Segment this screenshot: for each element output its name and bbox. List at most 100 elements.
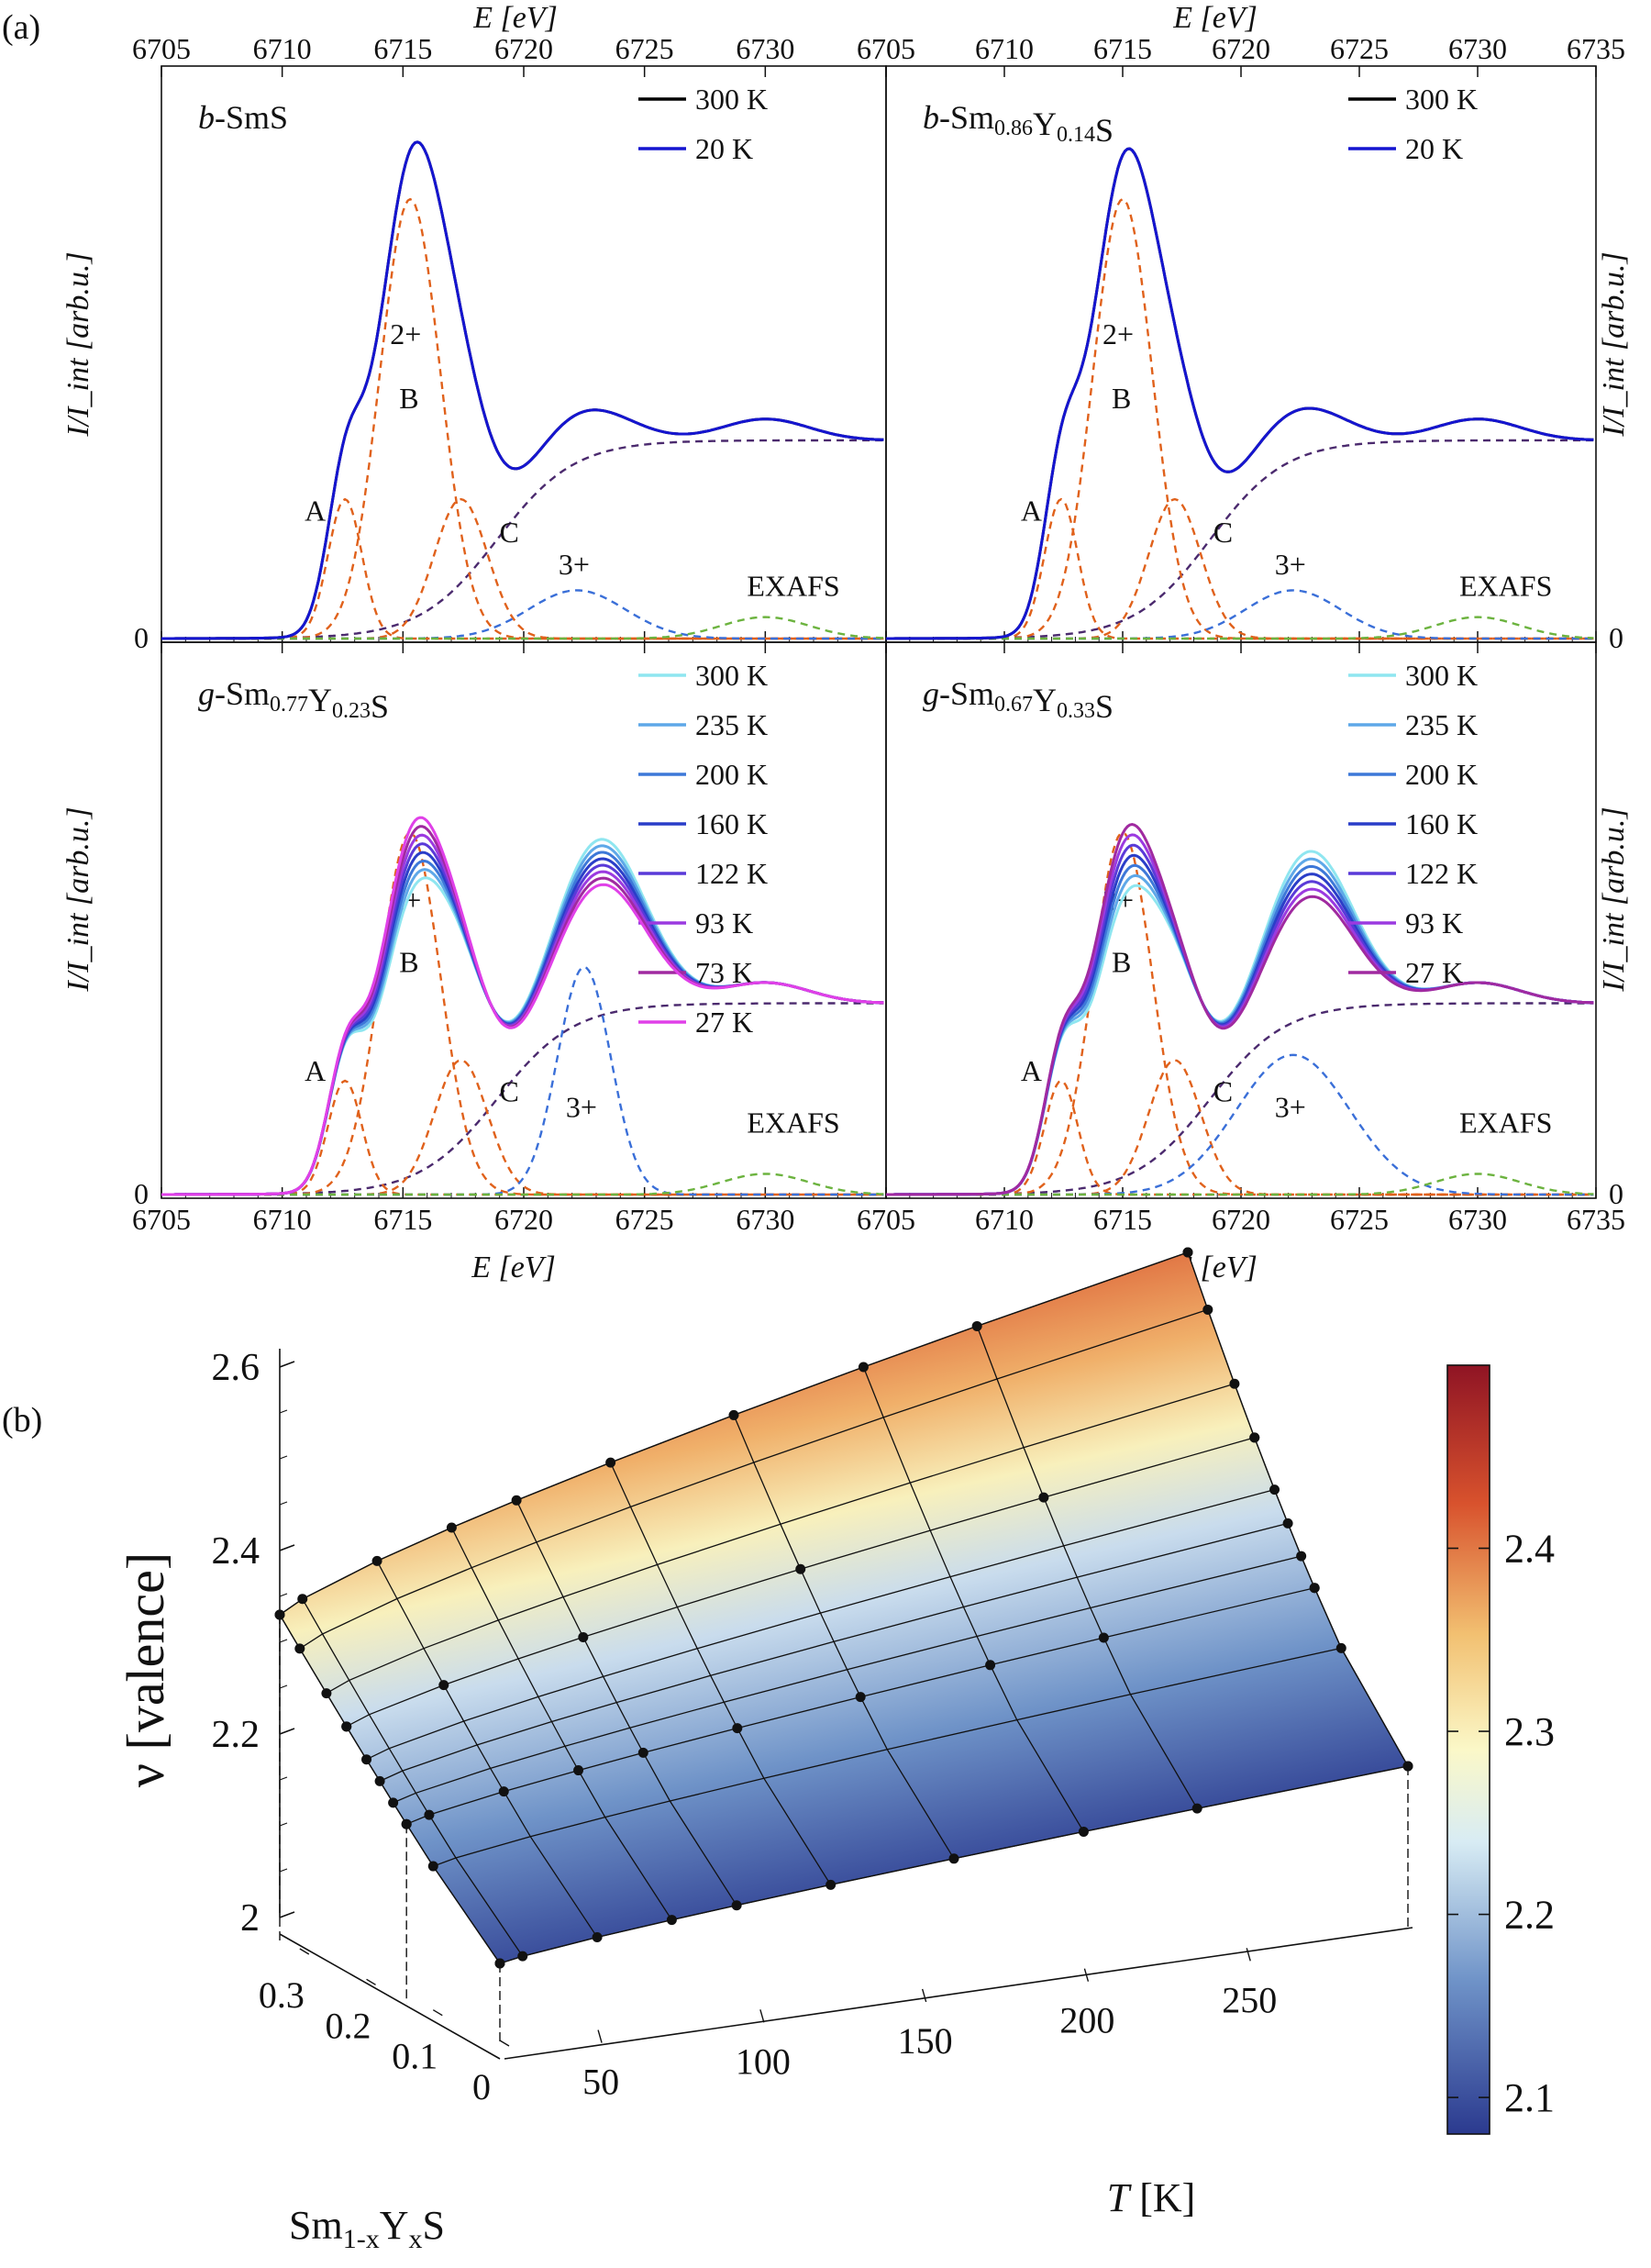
z-minor-tick: [279, 1684, 288, 1689]
ylabel-left-bottom: I/I_int [arb.u.]: [61, 806, 95, 992]
spectrum-line: [161, 850, 884, 1196]
ylabel-right-top: I/I_int [arb.u.]: [1597, 251, 1631, 437]
x-tick-label: 6710: [253, 32, 312, 65]
x-tick-label: 6720: [494, 32, 553, 65]
surface-isoline-T: [976, 1326, 1198, 1809]
data-point: [732, 1723, 743, 1734]
x-tick-label: 6730: [1448, 32, 1507, 65]
x-tick: [366, 1978, 376, 1985]
y-zero-label: 0: [1609, 1177, 1623, 1210]
data-point: [592, 1932, 603, 1943]
data-point: [388, 1797, 399, 1808]
colorbar-tick-label: 2.1: [1504, 2075, 1555, 2120]
T-tick-label: 150: [898, 2020, 953, 2062]
legend-label: 20 K: [695, 132, 753, 165]
T-tick-label: 50: [582, 2062, 619, 2103]
data-point: [1038, 1492, 1049, 1503]
legend-label: 160 K: [1405, 807, 1478, 840]
panel-frame: [161, 65, 887, 643]
data-point: [341, 1721, 352, 1732]
x-tick-label: 6705: [132, 1203, 191, 1236]
spectra-panels: 6705 6710 6715 6720 6725 6730 0 b-SmS A 2+ B C 3+ EXA…: [132, 32, 1625, 1236]
x-tick-label: 6725: [1330, 1203, 1389, 1236]
x-tick-label: 6710: [975, 32, 1034, 65]
x-tick-label: 0.3: [259, 1974, 305, 2016]
data-point: [1202, 1304, 1213, 1315]
legend-label: 93 K: [1405, 906, 1463, 939]
x-tick-label: 6730: [1448, 1203, 1507, 1236]
panel-title: b-SmS: [198, 99, 288, 136]
x-tick-label: 6735: [1567, 32, 1625, 65]
z-axis-label: ν [valence]: [116, 1552, 175, 1787]
spectrum-line: [886, 850, 1594, 1196]
T-tick-label: 200: [1059, 2000, 1114, 2041]
spectrum-line: [161, 850, 884, 1196]
surface-isoline-x: [379, 1522, 1289, 1782]
label-B: B: [399, 382, 418, 415]
x-tick-label: 6705: [132, 32, 191, 65]
z-minor-tick: [279, 1455, 288, 1460]
data-point: [1402, 1761, 1413, 1772]
surface-isoline-x: [366, 1488, 1275, 1761]
data-point: [446, 1522, 457, 1533]
data-point: [1191, 1803, 1202, 1814]
surface-isoline-T: [862, 1366, 1084, 1832]
z-tick-label: 2.6: [212, 1347, 260, 1389]
T-tick: [1246, 1948, 1251, 1962]
data-point: [1249, 1432, 1260, 1443]
legend-label: 235 K: [695, 708, 768, 741]
label-A: A: [1021, 1054, 1042, 1087]
legend-label: 200 K: [1405, 758, 1478, 791]
label-exafs: EXAFS: [747, 1106, 839, 1139]
surface-isoline-x: [279, 1251, 1189, 1616]
T-tick-label: 250: [1222, 1979, 1277, 2020]
label-C: C: [500, 1075, 519, 1108]
x-tick-label: 6720: [1212, 32, 1270, 65]
data-point: [494, 1958, 505, 1969]
spectrum-line: [886, 843, 1594, 1196]
label-C: C: [1213, 516, 1233, 549]
y-zero-label: 0: [134, 621, 149, 654]
x-tick-label: 0.1: [392, 2036, 438, 2077]
T-tick: [759, 2009, 765, 2023]
legend-label: 300 K: [695, 659, 768, 692]
colorbar-tick-label: 2.2: [1504, 1893, 1555, 1938]
data-point: [1269, 1484, 1280, 1495]
ylabel-left-top: I/I_int [arb.u.]: [61, 251, 95, 437]
data-point: [424, 1809, 435, 1820]
y-zero-label: 0: [1609, 621, 1623, 654]
spectrum-panel-3: 6705 6710 6715 6720 6725 6730 0 g-Sm0.77Y0.23S A…: [132, 641, 887, 1236]
exafs-curve: [161, 1173, 884, 1196]
surface-isoline-T: [450, 1527, 672, 1920]
label-divalent: 2+: [390, 317, 421, 350]
spectrum-line: [161, 816, 884, 1196]
edge-step-curve: [161, 1002, 884, 1196]
x-tick-label: 6735: [1567, 1203, 1625, 1236]
surface-isoline-T: [515, 1500, 737, 1907]
label-B: B: [1112, 382, 1131, 415]
data-point: [294, 1643, 305, 1654]
data-point: [948, 1853, 959, 1864]
label-C: C: [1213, 1075, 1233, 1108]
surface-isoline-x: [499, 1765, 1409, 1964]
data-point: [666, 1915, 677, 1926]
spectrum-line: [161, 140, 884, 640]
surface-isoline-T: [376, 1561, 598, 1938]
exafs-curve: [886, 616, 1594, 640]
x-tick: [432, 2009, 443, 2017]
spectrum-line: [886, 857, 1594, 1196]
T-tick-label: 100: [736, 2040, 791, 2082]
legend-label: 300 K: [695, 83, 768, 116]
x-axis: [279, 1933, 501, 2060]
legend-label: 160 K: [695, 807, 768, 840]
T-axis: [504, 1927, 1413, 2060]
legend-label: 27 K: [1405, 956, 1463, 989]
x-tick-label: 6705: [857, 32, 915, 65]
z-minor-tick: [279, 1501, 288, 1506]
spectrum-line: [886, 853, 1594, 1196]
legend-label: 300 K: [1405, 659, 1478, 692]
spectrum-panel-1: 6705 6710 6715 6720 6725 6730 0 b-SmS A 2+ B C 3+ EXA…: [132, 32, 887, 654]
spectrum-line: [161, 140, 884, 640]
label-C: C: [500, 516, 519, 549]
label-divalent: 2+: [1103, 317, 1134, 350]
